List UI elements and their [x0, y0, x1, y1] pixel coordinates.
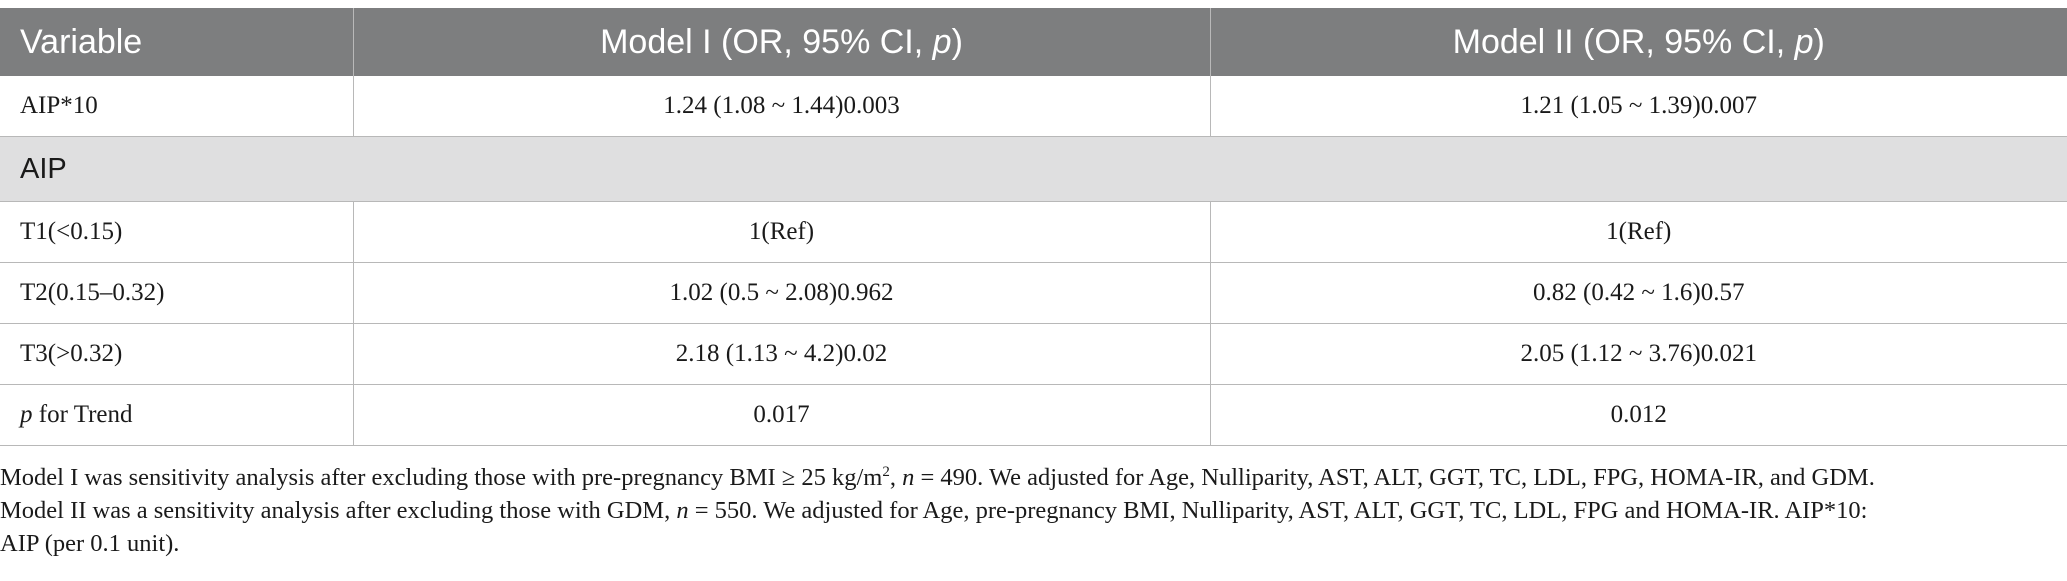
section-label: AIP — [0, 136, 2067, 202]
footnote-text: , — [889, 464, 903, 491]
row-model1-value: 1.02 (0.5 ~ 2.08)0.962 — [353, 262, 1211, 324]
header-model2: Model II (OR, 95% CI, p) — [1210, 8, 2067, 76]
header-variable: Variable — [0, 8, 354, 76]
table-row: T2(0.15–0.32) 1.02 (0.5 ~ 2.08)0.962 0.8… — [0, 262, 2067, 324]
row-model1-value: 0.017 — [353, 384, 1211, 446]
footnote-line-1: Model I was sensitivity analysis after e… — [0, 461, 2060, 494]
footnote-n-italic: n — [676, 497, 689, 524]
row-variable: T2(0.15–0.32) — [0, 262, 354, 324]
row-variable: T1(<0.15) — [0, 201, 354, 263]
table-footnotes: Model I was sensitivity analysis after e… — [0, 461, 2060, 560]
header-model2-prefix: Model II (OR, 95% CI, — [1452, 22, 1795, 61]
table-row: T3(>0.32) 2.18 (1.13 ~ 4.2)0.02 2.05 (1.… — [0, 323, 2067, 385]
row-model2-value: 1.21 (1.05 ~ 1.39)0.007 — [1210, 76, 2067, 137]
header-model1-p: p — [932, 22, 952, 61]
header-model1-prefix: Model I (OR, 95% CI, — [600, 22, 933, 61]
header-model2-p: p — [1794, 22, 1814, 61]
row-model2-value: 0.012 — [1210, 384, 2067, 446]
results-table: Variable Model I (OR, 95% CI, p) Model I… — [0, 8, 2067, 446]
table-row: AIP*10 1.24 (1.08 ~ 1.44)0.003 1.21 (1.0… — [0, 76, 2067, 137]
row-variable: AIP*10 — [0, 76, 354, 137]
row-model1-value: 2.18 (1.13 ~ 4.2)0.02 — [353, 323, 1211, 385]
table-header-row: Variable Model I (OR, 95% CI, p) Model I… — [0, 8, 2067, 76]
row-variable-rest: for Trend — [32, 401, 133, 428]
table-row: T1(<0.15) 1(Ref) 1(Ref) — [0, 201, 2067, 263]
header-model1-suffix: ) — [951, 22, 963, 61]
footnote-text: Model I was sensitivity analysis after e… — [0, 464, 883, 491]
header-model1: Model I (OR, 95% CI, p) — [353, 8, 1211, 76]
footnote-text: = 550. We adjusted for Age, pre-pregnanc… — [688, 497, 1868, 524]
row-model2-value: 2.05 (1.12 ~ 3.76)0.021 — [1210, 323, 2067, 385]
row-model1-value: 1.24 (1.08 ~ 1.44)0.003 — [353, 76, 1211, 137]
footnote-text: Model II was a sensitivity analysis afte… — [0, 497, 677, 524]
row-model2-value: 1(Ref) — [1210, 201, 2067, 263]
table-row: p for Trend 0.017 0.012 — [0, 384, 2067, 446]
footnote-superscript: 2 — [882, 463, 890, 480]
row-model2-value: 0.82 (0.42 ~ 1.6)0.57 — [1210, 262, 2067, 324]
row-variable: T3(>0.32) — [0, 323, 354, 385]
footnote-n-italic: n — [902, 464, 915, 491]
footnote-line-2: Model II was a sensitivity analysis afte… — [0, 494, 2060, 527]
row-model1-value: 1(Ref) — [353, 201, 1211, 263]
row-variable: p for Trend — [0, 384, 354, 446]
section-row: AIP — [0, 136, 2067, 202]
p-italic: p — [20, 401, 33, 428]
footnote-line-3: AIP (per 0.1 unit). — [0, 530, 180, 557]
header-model2-suffix: ) — [1813, 22, 1825, 61]
results-table-container: Variable Model I (OR, 95% CI, p) Model I… — [0, 8, 2067, 446]
footnote-text: = 490. We adjusted for Age, Nulliparity,… — [914, 464, 1875, 491]
